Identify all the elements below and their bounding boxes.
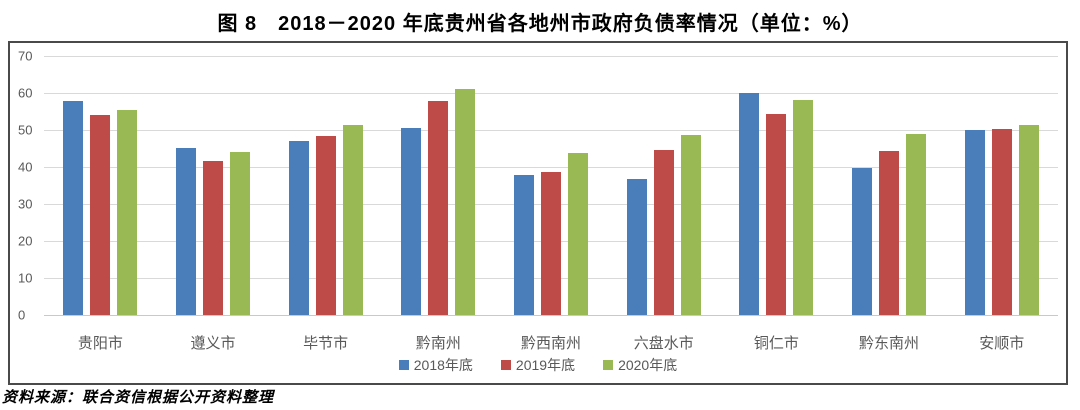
bar-series0-cat3 <box>401 128 422 315</box>
bar-series2-cat1 <box>230 151 250 315</box>
bar-series1-cat6 <box>766 114 787 315</box>
legend-label-1: 2019年底 <box>515 357 576 373</box>
bar-group-7 <box>833 56 946 315</box>
y-tick-label-60: 60 <box>18 85 33 101</box>
gridline-70 <box>44 56 1058 57</box>
bar-group-3 <box>382 56 495 315</box>
bar-group-8 <box>945 56 1058 315</box>
bar-series0-cat8 <box>964 130 985 315</box>
bar-series2-cat6 <box>793 100 814 315</box>
legend: 2018年底 2019年底 2020年底 <box>10 355 1066 375</box>
bar-series1-cat0 <box>90 115 111 315</box>
bar-series2-cat4 <box>568 152 589 315</box>
bar-group-5 <box>607 56 720 315</box>
x-axis-label-6: 铜仁市 <box>753 335 799 352</box>
bar-group-2 <box>269 56 382 315</box>
bar-series2-cat3 <box>455 88 476 315</box>
legend-item-0: 2018年底 <box>398 355 473 375</box>
y-tick-label-40: 40 <box>18 159 33 175</box>
bar-group-1 <box>157 56 270 315</box>
bar-series0-cat1 <box>176 147 196 315</box>
x-axis-label-4: 黔西南州 <box>521 335 582 352</box>
bar-series2-cat5 <box>680 134 701 315</box>
legend-item-2: 2020年底 <box>603 355 677 375</box>
bar-series0-cat2 <box>288 141 309 315</box>
x-axis-label-7: 黔东南州 <box>859 335 920 352</box>
gridline-50 <box>44 130 1058 131</box>
y-tick-label-10: 10 <box>18 270 33 286</box>
chart-frame: 0 10 20 30 40 50 60 70 贵阳市 遵义市 毕节市 黔南州 黔西南州 六盘水市 铜仁市 黔… <box>8 41 1068 385</box>
y-tick-label-0: 0 <box>18 307 26 323</box>
y-tick-label-20: 20 <box>18 233 33 249</box>
bar-series1-cat8 <box>991 128 1012 315</box>
x-axis-label-0: 贵阳市 <box>77 335 123 352</box>
bar-series0-cat6 <box>739 92 760 315</box>
legend-label-2: 2020年底 <box>618 357 678 373</box>
bar-series0-cat5 <box>626 178 647 315</box>
bar-series1-cat2 <box>315 136 336 315</box>
x-axis-label-5: 六盘水市 <box>633 335 694 352</box>
gridline-0 <box>44 315 1058 316</box>
legend-label-0: 2018年底 <box>413 357 473 373</box>
bar-group-6 <box>720 56 833 315</box>
y-tick-label-50: 50 <box>18 122 33 138</box>
bar-series1-cat1 <box>203 161 223 315</box>
bar-groups <box>44 56 1058 315</box>
bar-series2-cat8 <box>1018 125 1039 315</box>
chart-title: 图 8 2018－2020 年底贵州省各地州市政府负债率情况（单位：%） <box>217 13 863 35</box>
x-axis-label-1: 遵义市 <box>190 335 236 352</box>
y-tick-label-30: 30 <box>18 196 33 212</box>
bar-group-4 <box>495 56 608 315</box>
x-axis-label-8: 安顺市 <box>979 335 1025 352</box>
bar-series1-cat3 <box>428 101 449 315</box>
bar-series1-cat7 <box>879 150 900 315</box>
bar-series1-cat4 <box>541 172 562 315</box>
x-axis-label-3: 黔南州 <box>415 335 461 352</box>
bar-group-0 <box>44 56 157 315</box>
legend-item-1: 2019年底 <box>500 355 576 375</box>
legend-swatch-icon <box>603 360 614 370</box>
legend-swatch-icon <box>398 360 409 370</box>
legend-swatch-icon <box>500 360 511 370</box>
bar-series1-cat5 <box>653 149 674 315</box>
y-tick-label-70: 70 <box>18 48 33 64</box>
gridline-40 <box>44 167 1058 168</box>
gridline-60 <box>44 93 1058 94</box>
bar-series2-cat0 <box>117 110 138 315</box>
bar-series0-cat4 <box>514 175 535 315</box>
bar-series2-cat7 <box>906 134 927 315</box>
bar-series0-cat0 <box>63 101 84 315</box>
plot-area: 0 10 20 30 40 50 60 70 <box>10 50 1066 322</box>
bar-series2-cat2 <box>342 125 363 315</box>
bar-series0-cat7 <box>852 167 873 315</box>
x-axis-label-2: 毕节市 <box>303 335 349 352</box>
source-note: 资料来源：联合资信根据公开资料整理 <box>2 390 275 406</box>
x-axis-labels: 贵阳市 遵义市 毕节市 黔南州 黔西南州 六盘水市 铜仁市 黔东南州 安顺市 <box>44 332 1058 353</box>
